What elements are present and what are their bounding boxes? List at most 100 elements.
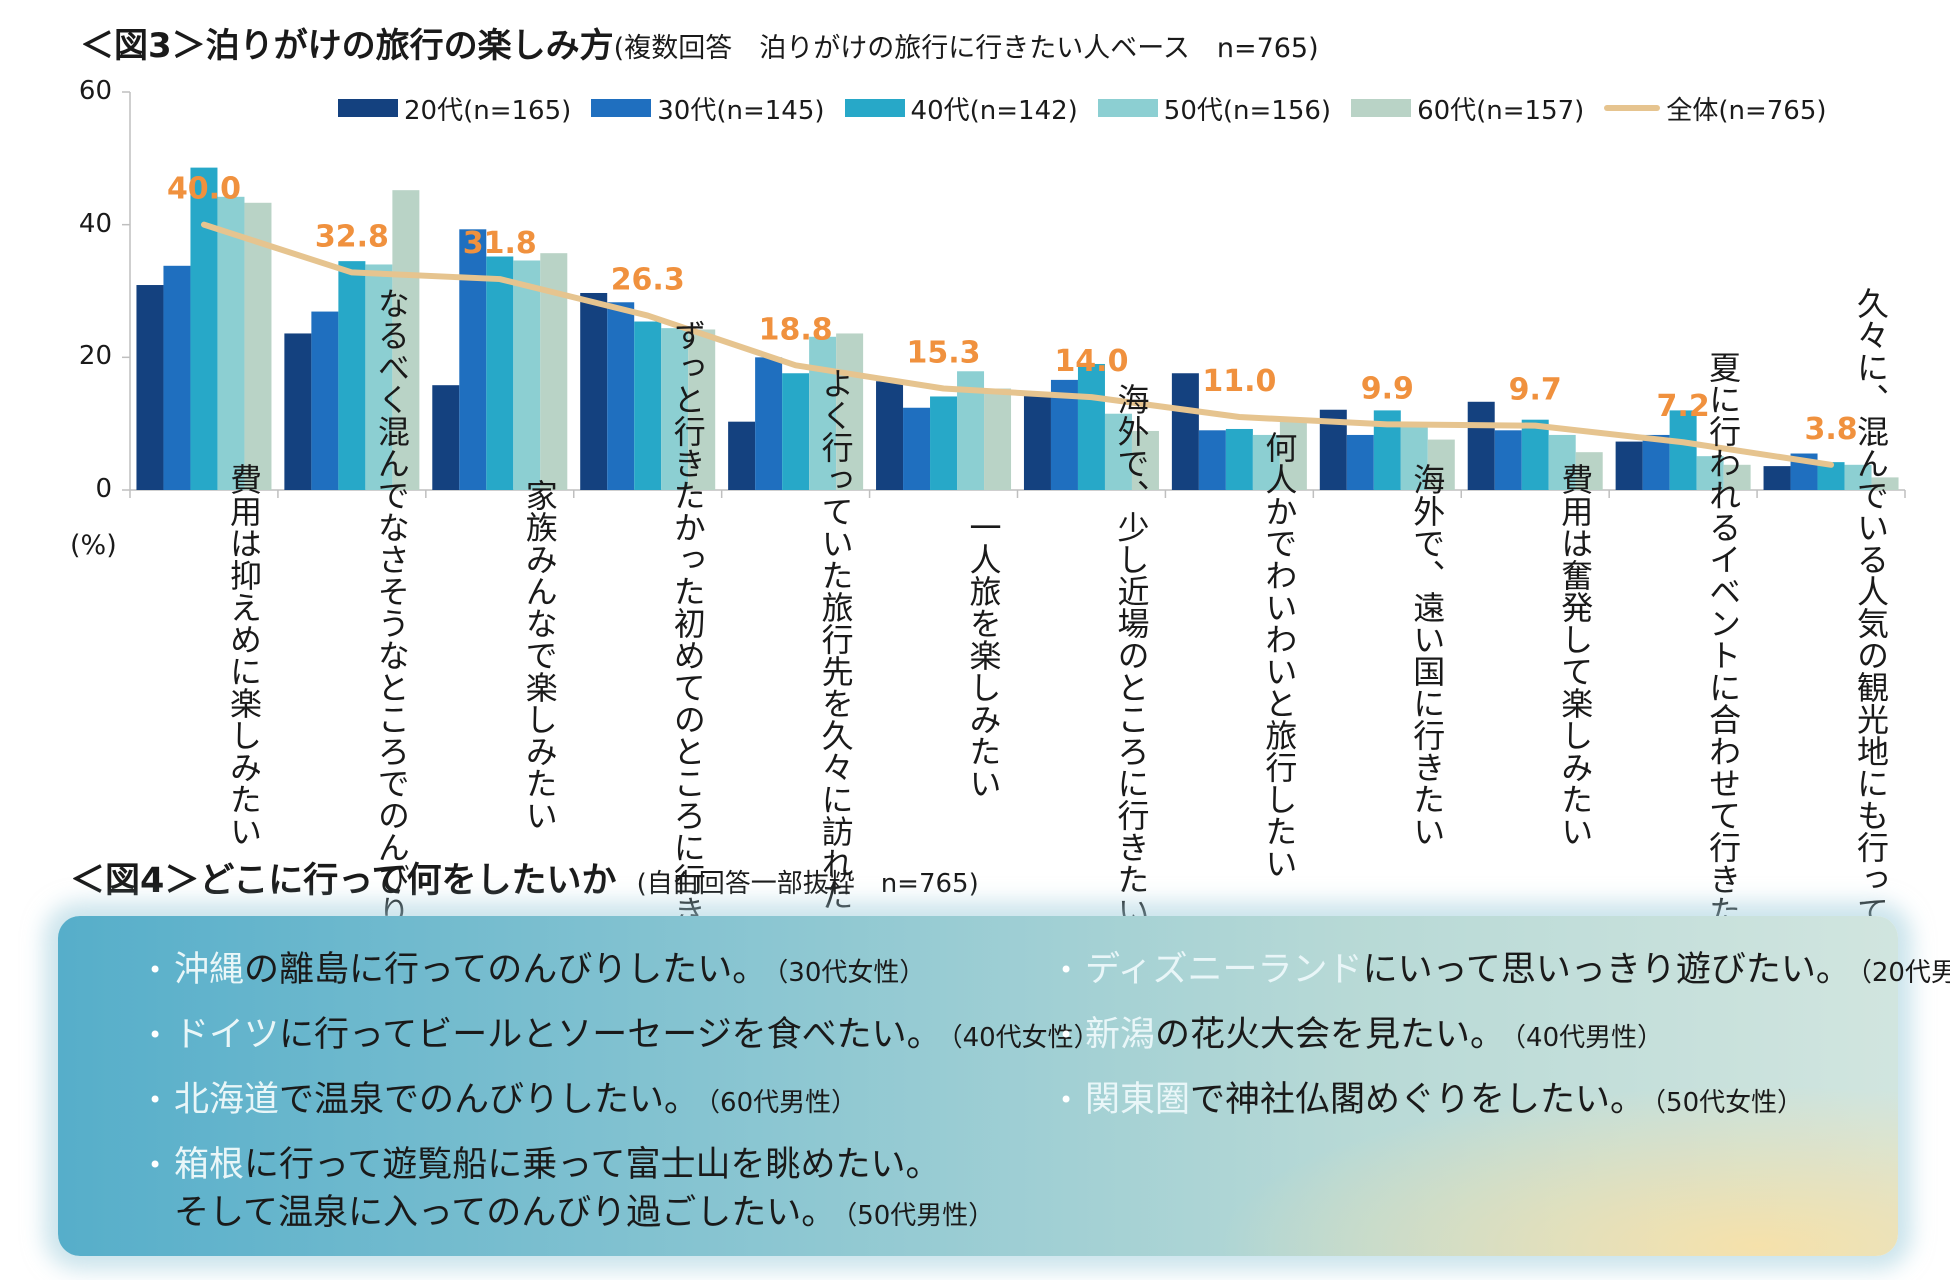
total-data-label: 15.3 bbox=[907, 336, 981, 371]
legend-swatch bbox=[1097, 99, 1158, 117]
bar-20n165-2 bbox=[284, 333, 312, 490]
total-data-label: 40.0 bbox=[167, 172, 241, 207]
legend-label: 50代(n=156) bbox=[1163, 95, 1332, 126]
category-label-line: 海外で、遠い国に bbox=[1408, 463, 1447, 719]
answer-text: に行って遊覧船に乗って富士山を眺めたい。 bbox=[244, 1145, 941, 1185]
legend-label: 全体(n=765) bbox=[1666, 95, 1827, 126]
bar-60n157-1 bbox=[244, 202, 272, 490]
bullet-icon: • bbox=[1059, 956, 1074, 984]
total-data-label: 7.2 bbox=[1657, 389, 1710, 424]
respondent-label: （20代男性） bbox=[1858, 958, 1950, 988]
category-label-line: 何人かでわいわいと bbox=[1260, 431, 1299, 719]
bar-20n165-10 bbox=[1467, 401, 1495, 490]
bar-30n145-2 bbox=[311, 311, 339, 490]
bar-50n156-7 bbox=[1104, 413, 1132, 490]
category-label-line: 海外で、少し近場の bbox=[1112, 383, 1151, 671]
category-label-line: 初めてのところに bbox=[668, 607, 707, 863]
legend-item: 50代(n=156) bbox=[1097, 90, 1332, 127]
bullet-icon: • bbox=[148, 956, 163, 984]
figure4-title-main: ＜図4＞どこに行って何をしたいか bbox=[70, 861, 617, 901]
category-label-line: 楽しみたい bbox=[520, 671, 559, 831]
category-label-line: 費用は奮発して bbox=[1556, 463, 1595, 687]
category-label-line: 一人旅を楽しみたい bbox=[964, 511, 1003, 799]
bullet-icon: • bbox=[1059, 1021, 1074, 1049]
legend-item: 60代(n=157) bbox=[1351, 90, 1584, 127]
bar-60n157-7 bbox=[1131, 430, 1159, 490]
free-answer-item: • 箱根に行って遊覧船に乗って富士山を眺めたい。 そして温泉に入ってのんびり過ごした… bbox=[102, 1141, 1100, 1240]
category-label-line: 人気の観光地にも bbox=[1852, 575, 1891, 831]
answer-keyword: 箱根 bbox=[174, 1145, 245, 1185]
free-answer-left-column: • 沖縄の離島に行ってのんびりしたい。 （30代女性） • ドイツに行ってビールとソーセ… bbox=[102, 946, 1100, 1254]
bar-20n165-5 bbox=[728, 421, 756, 490]
answer-keyword: ディズニーランド bbox=[1085, 950, 1363, 990]
legend-label: 20代(n=165) bbox=[404, 95, 572, 126]
legend-label: 60代(n=157) bbox=[1417, 95, 1585, 126]
respondent-label: （60代男性） bbox=[707, 1088, 858, 1118]
bar-40n142-7 bbox=[1077, 363, 1105, 490]
answer-text: で神社仏閣めぐりをしたい。 bbox=[1190, 1080, 1646, 1120]
chart-legend: 20代(n=165) 30代(n=145) 40代(n=142) 50代(n=156)… bbox=[338, 90, 1847, 126]
bar-50n156-8 bbox=[1252, 434, 1280, 490]
bar-30n145-9 bbox=[1346, 434, 1374, 490]
category-label: 海外で、少し近場の ところに行きたい bbox=[1031, 383, 1151, 927]
bar-20n165-8 bbox=[1171, 373, 1199, 490]
legend-label: 30代(n=145) bbox=[657, 95, 825, 126]
category-label: 一人旅を楽しみたい bbox=[884, 505, 1004, 805]
category-label: 夏に行われる イベントに合わせて 行きたい bbox=[1623, 351, 1743, 959]
bar-40n142-5 bbox=[782, 373, 810, 490]
bar-40n142-1 bbox=[190, 167, 218, 490]
bullet-icon: • bbox=[148, 1021, 163, 1049]
respondent-label: （40代女性） bbox=[949, 1023, 1100, 1053]
bar-40n142-4 bbox=[634, 321, 662, 490]
category-label-line: 楽しみたい bbox=[1556, 687, 1595, 847]
bar-50n156-3 bbox=[513, 260, 541, 490]
figure3-title-sub: (複数回答 泊りがけの旅行に行きたい人ベース n=765) bbox=[613, 33, 1319, 64]
total-data-label: 32.8 bbox=[315, 219, 389, 254]
bar-30n145-11 bbox=[1642, 434, 1670, 490]
bar-60n157-4 bbox=[688, 329, 716, 490]
category-label: 家族みんなで 楽しみたい bbox=[440, 479, 560, 831]
answer-keyword: ドイツ bbox=[174, 1015, 280, 1055]
y-tick-label: 60 bbox=[78, 76, 112, 106]
y-tick-label: 20 bbox=[78, 341, 112, 372]
bar-50n156-9 bbox=[1400, 426, 1428, 490]
total-data-label: 3.8 bbox=[1804, 412, 1857, 447]
bar-50n156-10 bbox=[1548, 434, 1576, 490]
answer-keyword: 新潟 bbox=[1085, 1015, 1156, 1055]
category-label-line: ところに行きたい bbox=[1112, 671, 1151, 927]
bar-20n165-3 bbox=[432, 385, 460, 490]
answer-text: にいって思いっきり遊びたい。 bbox=[1362, 950, 1851, 990]
total-data-label: 11.0 bbox=[1202, 364, 1276, 399]
category-label: 久々に、混んでいる人気の観光地にも行ってみたい bbox=[1771, 287, 1891, 1023]
free-answer-item: • ディズニーランドにいって思いっきり遊びたい。（20代男性） bbox=[1013, 946, 1950, 997]
total-data-label: 9.9 bbox=[1361, 371, 1414, 406]
category-label-line: 久々に、混んでいる bbox=[1852, 287, 1891, 575]
free-answer-item: • ドイツに行ってビールとソーセージを食べたい。 （40代女性） bbox=[102, 1011, 1100, 1062]
bar-50n156-1 bbox=[217, 196, 245, 490]
bar-60n157-6 bbox=[984, 388, 1012, 490]
category-label: 費用は奮発して 楽しみたい bbox=[1475, 463, 1595, 847]
answer-text: に行ってビールとソーセージを食べたい。 bbox=[279, 1015, 942, 1055]
category-label: ずっと行きたかった初めてのところに行きたい bbox=[588, 319, 708, 991]
bar-30n145-4 bbox=[607, 302, 635, 490]
figure3-title: ＜図3＞泊りがけの旅行の楽しみ方(複数回答 泊りがけの旅行に行きたい人ベース n… bbox=[80, 18, 1319, 67]
bar-50n156-11 bbox=[1696, 456, 1724, 490]
bar-30n145-10 bbox=[1494, 430, 1522, 490]
category-label-line: ずっと行きたかった bbox=[668, 319, 707, 607]
bar-20n165-1 bbox=[136, 285, 164, 490]
bar-60n157-9 bbox=[1427, 439, 1455, 490]
free-answer-item: • 北海道で温泉でのんびりしたい。 （60代男性） bbox=[102, 1076, 1100, 1127]
category-label-line: 楽しみたい bbox=[224, 687, 263, 847]
legend-label: 40代(n=142) bbox=[910, 95, 1078, 126]
legend-swatch bbox=[844, 99, 905, 117]
bar-60n157-12 bbox=[1871, 477, 1899, 490]
category-label-line: 夏に行われる bbox=[1704, 351, 1743, 543]
bar-30n145-5 bbox=[755, 357, 783, 490]
figure4-title-sub: (自由回答一部抜粋 n=765) bbox=[636, 869, 979, 899]
bar-60n157-2 bbox=[392, 190, 420, 490]
category-label-line: 旅行先を久々に bbox=[816, 591, 855, 815]
answer-text: の離島に行ってのんびりしたい。 bbox=[244, 950, 768, 990]
category-label: なるべく混んで なさそうなところで のんびりしたい bbox=[292, 287, 412, 1023]
bar-40n142-10 bbox=[1521, 419, 1549, 490]
bar-30n145-6 bbox=[903, 407, 931, 490]
